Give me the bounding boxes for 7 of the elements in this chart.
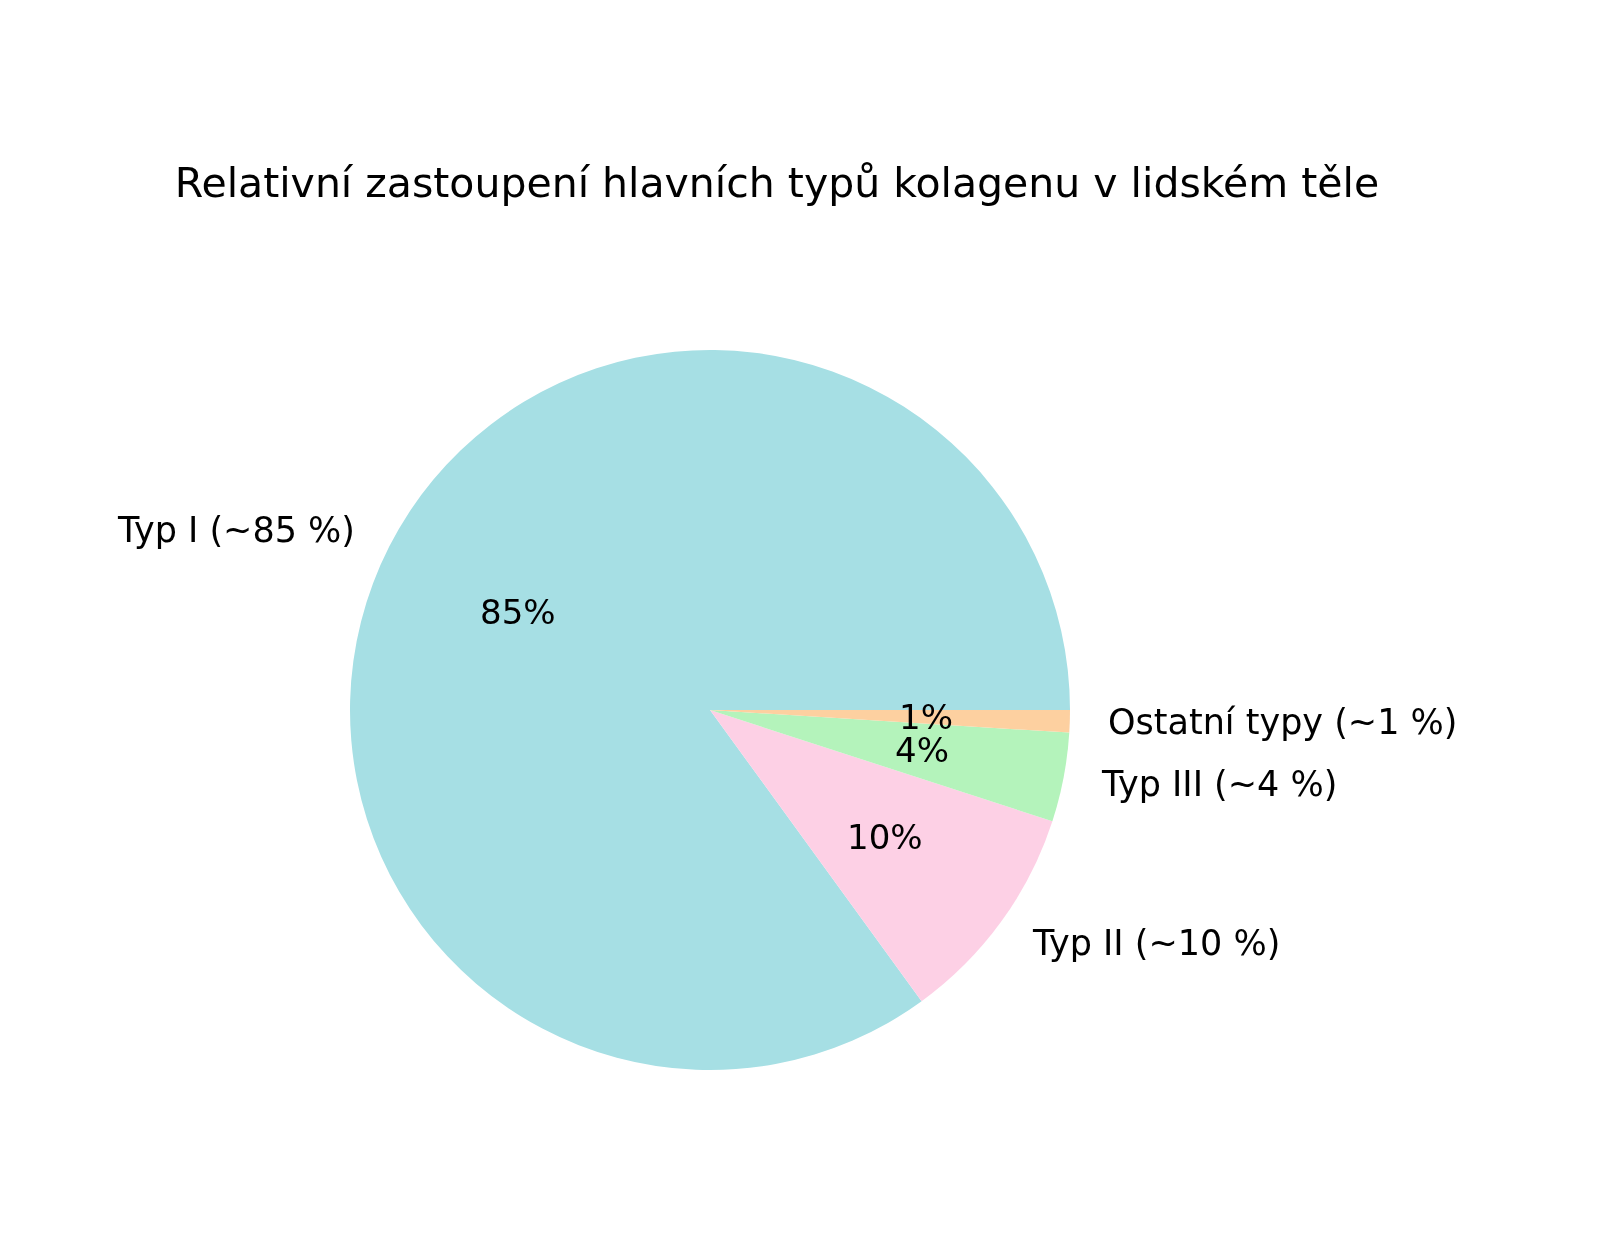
chart-title: Relativní zastoupení hlavních typů kolagenu v lidském těle bbox=[174, 159, 1380, 208]
slice-label: Typ I (~85 %) bbox=[117, 510, 355, 550]
slice-label: Typ II (~10 %) bbox=[1032, 923, 1281, 963]
slice-label: Typ III (~4 %) bbox=[1101, 764, 1338, 804]
data-label: 85% bbox=[480, 592, 556, 632]
slice-label: Ostatní typy (~1 %) bbox=[1108, 702, 1458, 742]
data-label: 10% bbox=[847, 817, 923, 857]
